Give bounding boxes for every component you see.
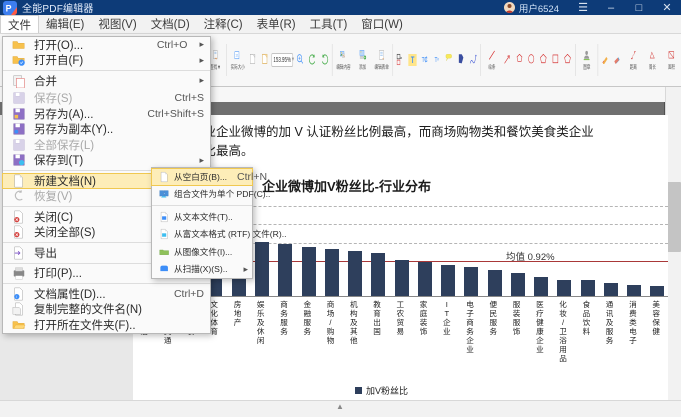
svg-text:1:1: 1:1	[235, 53, 238, 58]
svg-text:la: la	[400, 55, 402, 60]
svg-text:P: P	[6, 3, 12, 13]
